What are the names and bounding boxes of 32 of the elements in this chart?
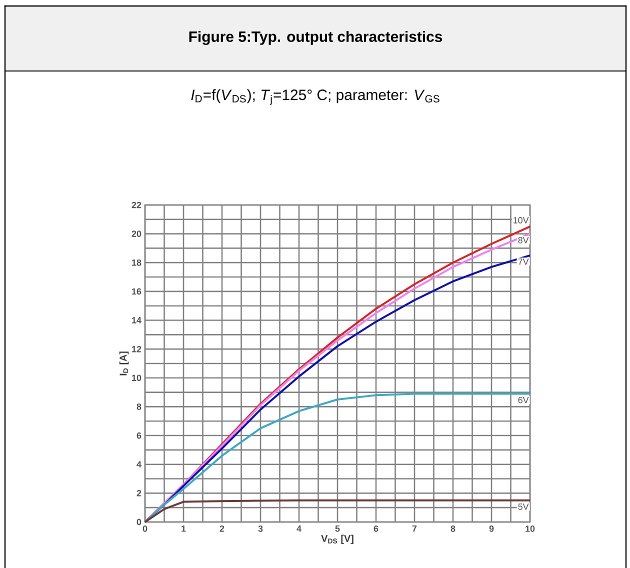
y-tick-label: 14 <box>132 317 142 324</box>
x-axis-title: V$_{DS}$ [V] <box>321 534 354 544</box>
x-tick-label: 3 <box>258 526 263 532</box>
x-tick-label: 2 <box>220 526 224 532</box>
series-label: 8V <box>518 237 529 244</box>
y-tick-label: 0 <box>136 518 142 526</box>
x-tick-label: 6 <box>374 526 378 532</box>
y-tick-label: 6 <box>136 432 142 439</box>
series-label: 7V <box>518 258 529 265</box>
x-tick-label: 10 <box>526 526 535 532</box>
y-tick-label: 22 <box>132 202 142 208</box>
y-tick-label: 16 <box>132 288 142 295</box>
series-label: 10V <box>514 217 529 224</box>
y-tick-label: 2 <box>136 490 142 496</box>
series-label: 5V <box>518 504 529 510</box>
chart-title: Figure 5:Typ. output characteristics <box>189 30 442 45</box>
text: I$_{D}$=f(V$_{DS}$); T$_{j}$=125° C; parameter: V$_{GS}$ <box>191 89 440 105</box>
y-tick-label: 8 <box>136 404 142 410</box>
y-tick-label: 10 <box>132 374 142 382</box>
y-tick-label: 18 <box>132 259 142 266</box>
y-axis-title: I$_{D}$ [A] <box>119 352 129 376</box>
y-tick-label: 4 <box>136 461 142 468</box>
x-tick-label: 5 <box>335 526 340 532</box>
y-tick-label: 12 <box>132 346 142 352</box>
x-tick-label: 1 <box>182 526 186 532</box>
x-tick-label: 9 <box>489 526 494 532</box>
x-tick-label: 0 <box>142 526 148 532</box>
x-tick-label: 8 <box>450 526 456 532</box>
x-tick-label: 4 <box>296 526 302 532</box>
series-label: 6V <box>518 396 529 404</box>
x-tick-label: 7 <box>412 526 417 532</box>
y-tick-label: 20 <box>132 230 142 237</box>
